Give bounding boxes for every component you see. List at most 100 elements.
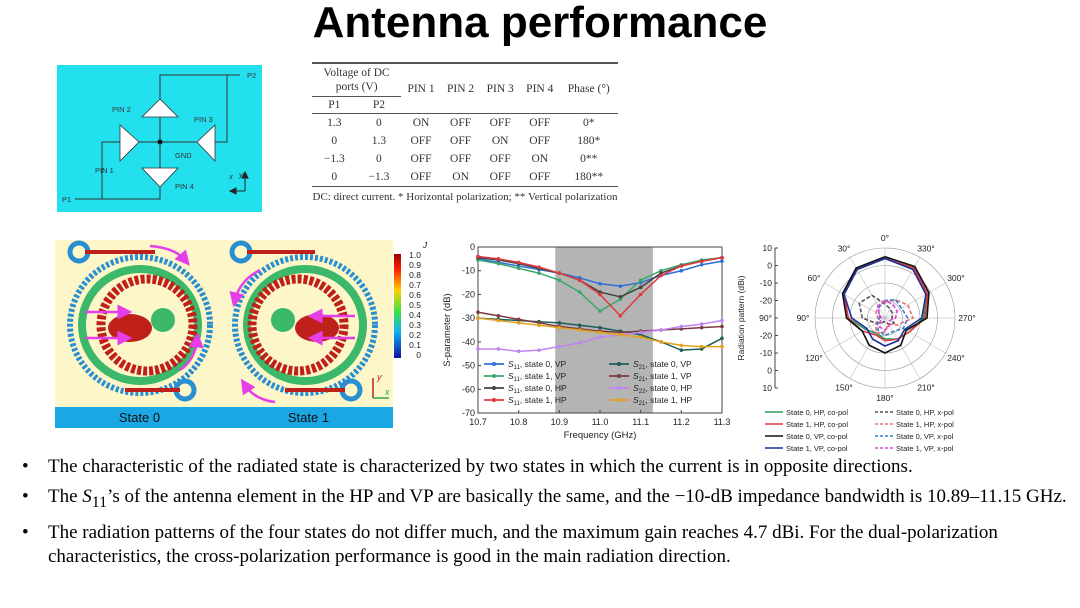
data-point: [679, 343, 684, 348]
cell: −1.3: [323, 153, 345, 165]
polar-spoke: [884, 317, 921, 379]
data-point: [496, 313, 501, 318]
cell: OFF: [410, 135, 432, 147]
colorbar-tick: 0.8: [409, 270, 421, 280]
y-tick-label: -60: [462, 384, 475, 394]
pin-diode-circuit-diagram: P1 P2 PIN 2 PIN 3 PIN 1 GND PIN 4 x y: [57, 65, 262, 212]
data-point: [557, 278, 562, 282]
data-point: [516, 266, 521, 271]
p2-label: P2: [247, 71, 256, 80]
colorbar-label: J: [422, 241, 428, 250]
pin2-diode: [141, 98, 179, 118]
legend-marker: [492, 362, 496, 366]
group-header-line2: ports (V): [335, 81, 378, 93]
x-tick-label: 10.9: [551, 417, 569, 427]
cell: 180**: [574, 171, 604, 183]
legend-label: State 1, HP, x-pol: [896, 420, 954, 429]
data-point: [618, 295, 623, 299]
legend-label: State 0, VP, x-pol: [896, 432, 954, 441]
data-point: [516, 349, 521, 354]
data-point: [638, 285, 643, 290]
pin2-label: PIN 2: [112, 105, 131, 114]
data-point: [577, 341, 582, 345]
cell: OFF: [410, 153, 432, 165]
data-point: [618, 332, 623, 337]
angle-label: 270°: [958, 313, 976, 323]
bullet-item: • The characteristic of the radiated stat…: [22, 455, 1072, 479]
data-point: [598, 309, 602, 313]
table-row: 0 1.3 OFF OFF ON OFF 180*: [312, 132, 618, 150]
radial-tick-label: -10: [760, 348, 773, 358]
p1-label: P1: [62, 195, 71, 204]
y-tick-label: -20: [462, 289, 475, 299]
legend-label: S11, state 0, HP: [508, 383, 567, 395]
polar-spoke: [849, 257, 886, 319]
current-axis-y-label: y: [376, 372, 382, 382]
cell: 1.3: [327, 117, 342, 129]
cell: 0*: [583, 117, 595, 129]
polar-spoke: [824, 317, 886, 354]
xy-axis-icon: y x: [372, 372, 390, 399]
axis-arrows-icon: [228, 170, 249, 195]
y-tick-label: 0: [470, 242, 475, 252]
data-point: [659, 273, 663, 278]
sub-header: P1: [328, 99, 341, 111]
x-tick-label: 11.0: [592, 417, 609, 427]
state0-current-pattern: [67, 240, 213, 402]
cell: OFF: [410, 171, 432, 183]
surface-current-distribution: y x: [55, 240, 393, 408]
data-point: [720, 318, 724, 323]
x-tick-label: 11.1: [632, 417, 649, 427]
radial-tick-label: -20: [760, 331, 773, 341]
y-tick-label: -10: [462, 266, 475, 276]
radial-tick-label: -10: [760, 278, 773, 288]
legend-marker: [492, 386, 496, 390]
y-tick-label: -50: [462, 361, 475, 371]
data-point: [577, 323, 582, 328]
shaded-bandwidth: [555, 247, 653, 413]
data-point: [638, 292, 643, 297]
pin4-label: PIN 4: [175, 182, 194, 191]
data-point: [598, 292, 602, 297]
data-point: [476, 310, 480, 315]
colorbar-tick: 0.6: [409, 290, 421, 300]
legend-marker: [617, 374, 621, 378]
angle-label: 60°: [808, 273, 821, 283]
legend-marker: [492, 374, 496, 378]
data-point: [699, 325, 704, 330]
state-label-bar: State 0 State 1: [55, 407, 393, 428]
s-parameter-chart: 10.7 10.8 10.9 11.0 11.1 11.2 11.3 0 -10 -20 -30 -4…: [440, 235, 735, 450]
polar-spoke: [824, 282, 886, 319]
cell: OFF: [450, 153, 472, 165]
y-axis-label: S-parameter (dB): [442, 293, 453, 366]
data-point: [638, 335, 643, 339]
data-point: [679, 348, 684, 352]
data-point: [516, 321, 521, 325]
radial-tick-label: -20: [760, 296, 773, 306]
bullet-list: • The characteristic of the radiated stat…: [22, 455, 1072, 575]
legend-label: State 0, HP, x-pol: [896, 408, 954, 417]
legend-label: State 1, VP, co-pol: [786, 444, 848, 452]
axis-x-label: x: [228, 172, 233, 181]
cell: ON: [531, 153, 549, 165]
data-point: [638, 330, 643, 335]
cell: ON: [412, 117, 430, 129]
data-point: [577, 278, 582, 282]
pin1-diode: [119, 124, 140, 162]
cell: OFF: [489, 171, 511, 183]
cell: OFF: [529, 171, 551, 183]
cell: ON: [491, 135, 509, 147]
col-header: PIN 3: [486, 82, 514, 95]
angle-label: 90°: [797, 313, 810, 323]
data-point: [699, 259, 704, 264]
state1-label: State 1: [287, 410, 330, 425]
data-point: [598, 335, 602, 339]
legend-label: S11, state 1, HP: [508, 395, 567, 407]
cell: OFF: [489, 117, 511, 129]
data-point: [496, 261, 501, 266]
data-point: [699, 322, 704, 326]
legend-label: State 1, HP, co-pol: [786, 420, 848, 429]
cell: 0: [331, 171, 338, 183]
x-tick-label: 10.7: [469, 417, 487, 427]
data-point: [598, 325, 602, 330]
